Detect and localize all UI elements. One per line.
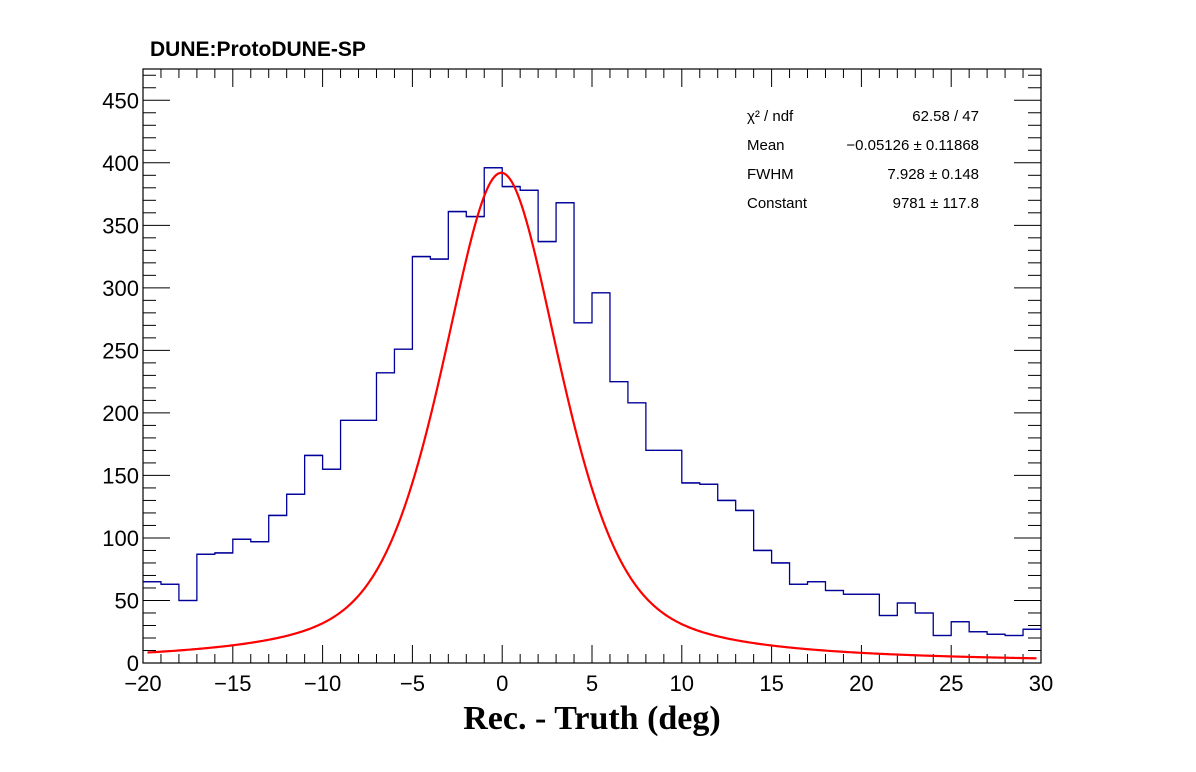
y-tick-label: 150 [102,463,139,488]
stats-value: 62.58 / 47 [912,108,979,125]
chart-title: DUNE:ProtoDUNE-SP [150,38,366,61]
x-tick-label: −5 [400,671,425,696]
y-tick-label: 50 [115,588,139,613]
fit-series [147,171,1037,660]
x-tick-label: 25 [939,671,963,696]
stats-value: 7.928 ± 0.148 [887,166,979,183]
x-tick-label: 10 [670,671,694,696]
x-axis-label: Rec. - Truth (deg) [463,700,720,737]
stats-label: Mean [747,137,785,154]
y-tick-label: 400 [102,151,139,176]
x-tick-label: −20 [124,671,161,696]
stats-box: χ² / ndf 62.58 / 47 Mean −0.05126 ± 0.11868… [747,108,979,212]
y-tick-label: 0 [127,651,139,676]
y-tick-label: 250 [102,338,139,363]
y-tick-label: 100 [102,526,139,551]
y-tick-label: 200 [102,401,139,426]
y-tick-label: 350 [102,213,139,238]
y-tick-label: 300 [102,276,139,301]
x-tick-label: 5 [586,671,598,696]
x-tick-label: 15 [759,671,783,696]
stats-label: Constant [747,195,808,212]
x-tick-label: 20 [849,671,873,696]
fit-curve [147,171,1037,660]
histogram-series [143,167,1041,637]
stats-value: −0.05126 ± 0.11868 [846,137,979,154]
x-tick-label: 0 [496,671,508,696]
stats-label: FWHM [747,166,794,183]
stats-value: 9781 ± 117.8 [893,195,979,212]
axis-ticks: −20 −15 −10 −5 0 5 10 15 20 25 3005010015020025030… [102,69,1053,696]
x-tick-label: −10 [304,671,341,696]
histogram-outline [143,167,1041,637]
plot-frame [142,68,1042,664]
x-tick-label: −15 [214,671,251,696]
y-tick-label: 450 [102,88,139,113]
x-tick-label: 30 [1029,671,1053,696]
stats-label: χ² / ndf [747,108,794,125]
